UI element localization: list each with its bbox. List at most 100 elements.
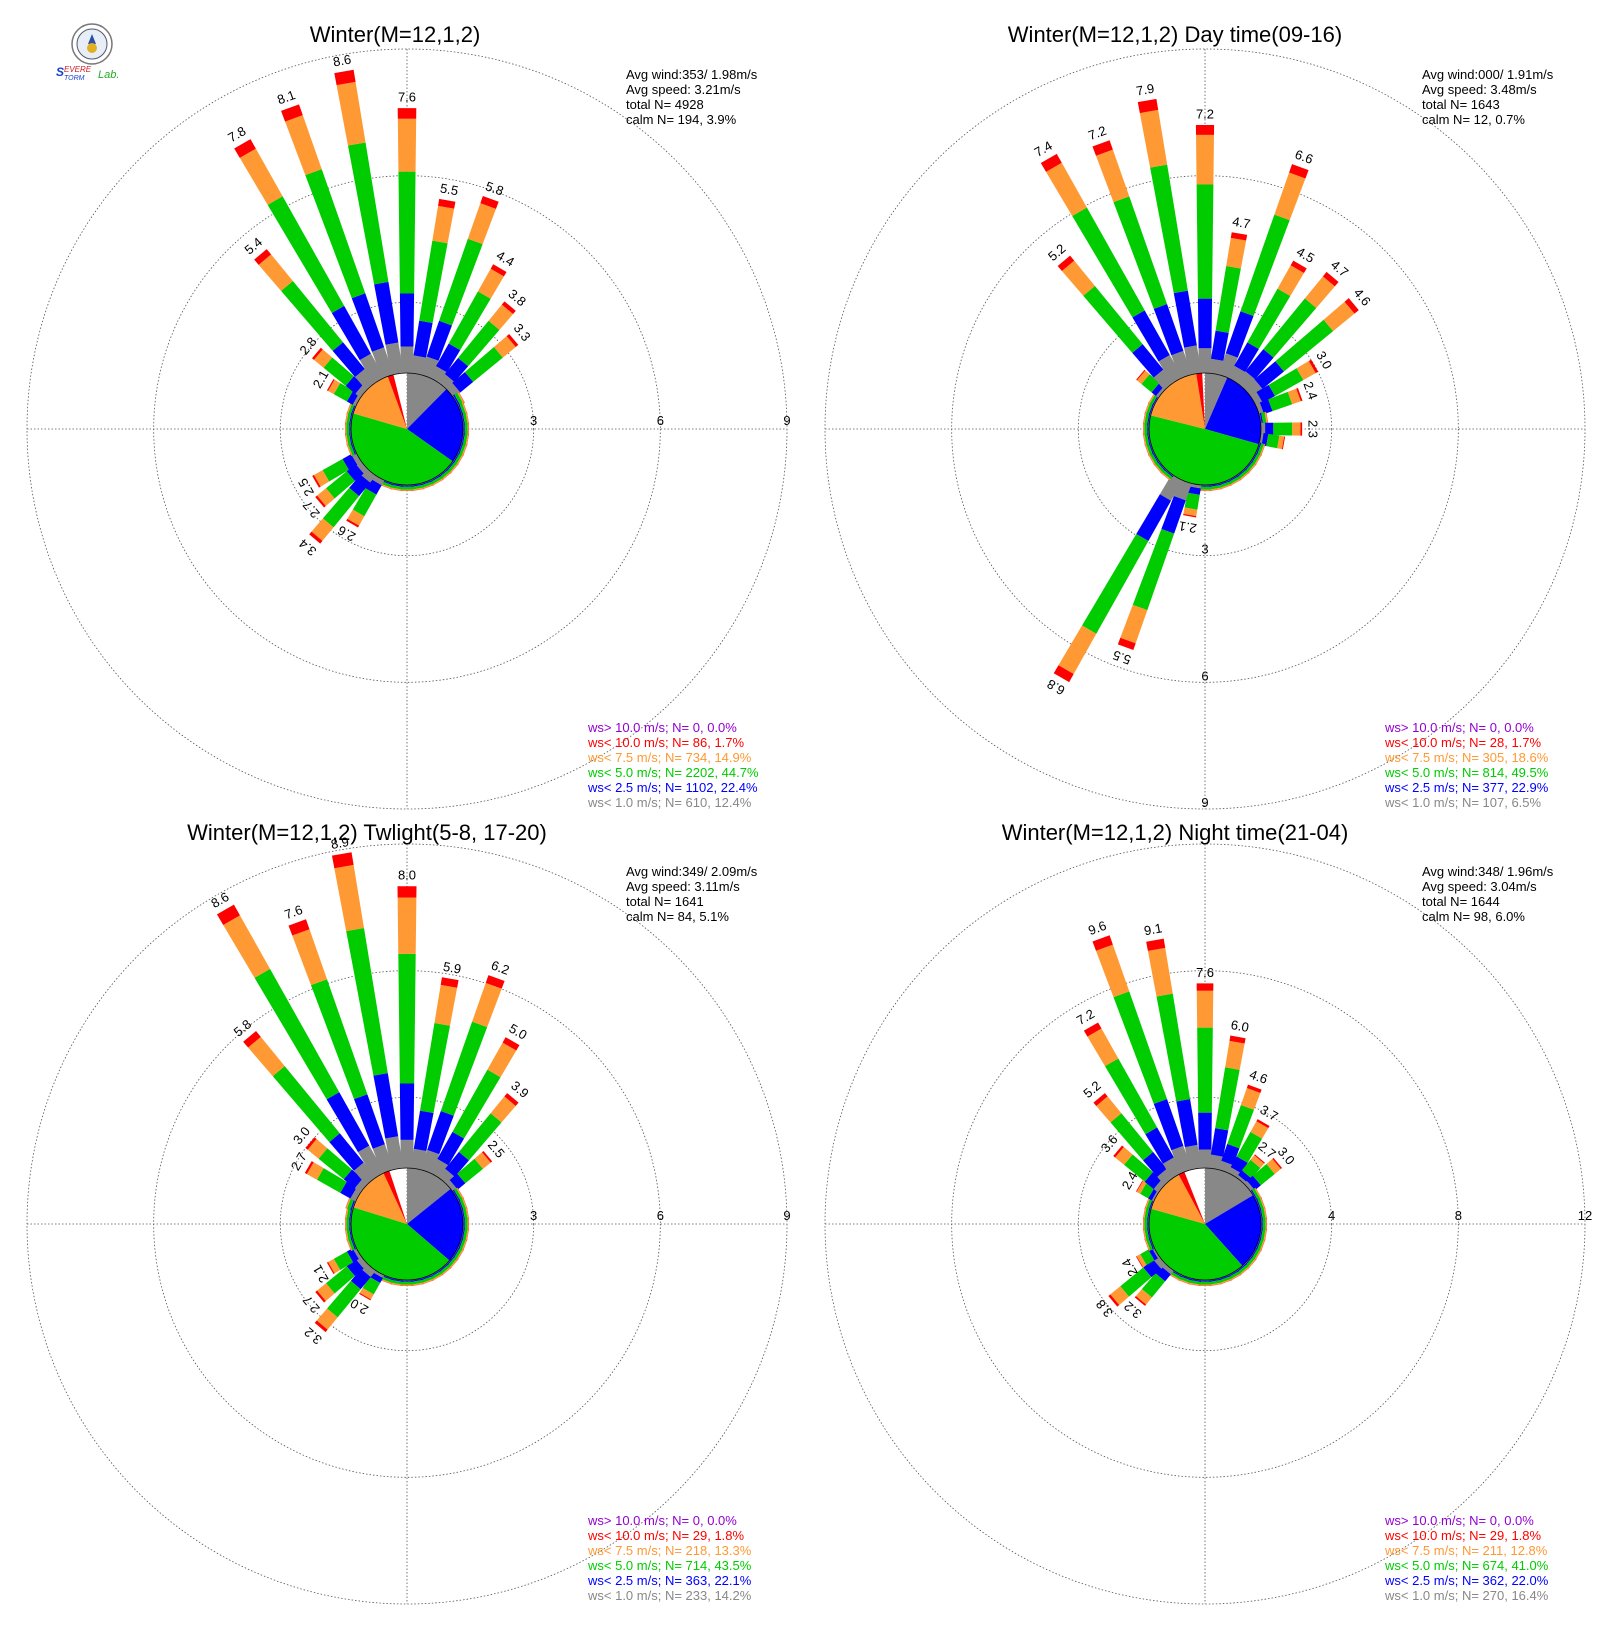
center-pie-outline <box>350 372 464 486</box>
bar-segment-ws-lt5 <box>1120 1267 1152 1297</box>
bar-segment-ws-lt1 <box>357 1145 385 1179</box>
bar-segment-ws-lt5 <box>458 1113 502 1161</box>
bar-segment-ws-lt10 <box>411 1283 424 1287</box>
bar-segment-ws-lt10 <box>1322 271 1339 287</box>
bar-segment-ws-lt1 <box>385 1136 404 1170</box>
bar-segment-ws-lt10 <box>1344 298 1359 314</box>
bar-segment-ws-lt5 <box>1263 298 1317 358</box>
bar-segment-ws-lt5 <box>400 1281 414 1285</box>
bar-segment-ws-lt5 <box>267 196 345 314</box>
bar-segment-ws-lt75 <box>431 478 444 486</box>
bar-segment-ws-lt10 <box>422 484 435 490</box>
bar-segment-ws-lt1 <box>1184 1144 1202 1170</box>
bar-segment-ws-lt10 <box>390 488 403 492</box>
bar-segment-ws-lt5 <box>1241 1159 1261 1179</box>
bar-segment-ws-lt75 <box>345 1207 349 1220</box>
stats-line: calm N= 12, 0.7% <box>1422 112 1525 127</box>
bar-segment-ws-lt10 <box>1265 411 1269 425</box>
bar-segment-ws-lt25 <box>1259 1207 1263 1221</box>
center-pie-outline <box>1148 1167 1262 1281</box>
bar-segment-ws-lt25 <box>1147 422 1149 436</box>
wind-sector-bar: 8.9 <box>330 834 404 1170</box>
bar-segment-ws-lt75 <box>493 336 516 358</box>
sector-value-label: 6.2 <box>489 957 511 977</box>
bar-segment-ws-lt10 <box>1092 935 1113 951</box>
bar-segment-ws-lt75 <box>1148 392 1156 405</box>
legend-entry: ws> 10.0 m/s; N= 0, 0.0% <box>1384 720 1534 735</box>
bar-segment-ws-lt5 <box>410 1279 424 1285</box>
bar-segment-ws-lt75 <box>1183 507 1198 517</box>
bar-segment-ws-lt10 <box>441 1267 452 1276</box>
sector-value-label: 7.6 <box>1196 965 1214 980</box>
bar-segment-ws-lt5 <box>459 402 467 416</box>
bar-segment-ws-lt10 <box>346 401 352 414</box>
bar-segment-ws-lt10 <box>1053 665 1074 683</box>
legend-entry: ws< 7.5 m/s; N= 218, 13.3% <box>587 1543 752 1558</box>
bar-segment-ws-lt25 <box>1227 474 1240 483</box>
bar-segment-ws-lt25 <box>452 371 474 393</box>
bar-segment-ws-lt5 <box>1257 1237 1265 1251</box>
bar-segment-ws-lt1 <box>1243 379 1263 398</box>
bar-segment-ws-lt75 <box>223 915 271 978</box>
bar-segment-ws-lt75 <box>359 1288 374 1300</box>
wind-sector-bar: 3.7 <box>1227 1102 1281 1179</box>
sector-value-label: 3.7 <box>1258 1102 1281 1124</box>
bar-segment-ws-lt10 <box>450 1258 459 1269</box>
bar-segment-ws-lt25 <box>453 394 461 406</box>
bar-segment-ws-lt75 <box>432 205 455 244</box>
bar-segment-ws-lt75 <box>461 1238 468 1251</box>
bar-segment-ws-lt25 <box>426 320 452 361</box>
bar-segment-ws-lt75 <box>1239 471 1250 481</box>
bar-segment-ws-lt75 <box>239 148 283 205</box>
bar-segment-ws-lt10 <box>309 531 323 544</box>
legend-entry: ws< 5.0 m/s; N= 814, 49.5% <box>1384 765 1549 780</box>
bar-segment-ws-lt5 <box>1268 391 1293 412</box>
wind-sector-bar <box>400 1280 414 1286</box>
bar-segment-ws-lt10 <box>450 463 459 474</box>
bar-segment-ws-lt25 <box>349 1227 353 1241</box>
bar-segment-ws-lt75 <box>1136 1254 1147 1268</box>
bar-segment-ws-lt75 <box>1058 625 1097 675</box>
bar-segment-ws-lt25 <box>374 281 399 345</box>
bar-segment-ws-lt75 <box>1110 1286 1129 1305</box>
bar-segment-ws-lt75 <box>316 1308 338 1330</box>
bar-segment-ws-lt5 <box>1140 1249 1155 1266</box>
wind-sector-bar: 7.8 <box>225 123 385 384</box>
bar-segment-ws-lt25 <box>461 1227 465 1241</box>
bar-segment-ws-lt75 <box>1137 370 1150 385</box>
bar-segment-ws-lt75 <box>1196 134 1214 185</box>
bar-segment-ws-lt5 <box>1197 1027 1213 1113</box>
bar-segment-ws-lt5 <box>333 382 354 402</box>
bar-segment-ws-lt10 <box>490 264 507 277</box>
stats-line: Avg wind:349/ 2.09m/s <box>626 864 758 879</box>
bar-segment-ws-lt5 <box>346 1227 352 1241</box>
bar-segment-ws-lt5 <box>1198 486 1212 490</box>
bar-segment-ws-lt75 <box>1219 1278 1232 1285</box>
bar-segment-ws-lt5 <box>464 422 468 436</box>
legend-entry: ws< 1.0 m/s; N= 233, 14.2% <box>587 1588 752 1603</box>
wind-sector-bar: 3.9 <box>438 1078 532 1186</box>
bar-segment-ws-lt75 <box>1219 483 1232 490</box>
bar-segment-ws-lt25 <box>350 442 356 455</box>
wind-sector-bar <box>1259 1207 1268 1221</box>
bar-segment-ws-lt25 <box>437 1131 465 1166</box>
bar-segment-ws-lt25 <box>1234 342 1259 373</box>
bar-segment-ws-lt25 <box>1227 1269 1240 1278</box>
bar-segment-ws-lt25 <box>1179 1275 1192 1281</box>
bar-segment-ws-lt10 <box>462 444 468 457</box>
bar-segment-ws-lt25 <box>452 451 461 464</box>
bar-segment-ws-lt5 <box>1141 1273 1166 1298</box>
bar-segment-ws-lt25 <box>461 412 465 426</box>
bar-segment-ws-lt5 <box>1156 993 1191 1102</box>
bar-segment-ws-lt10 <box>326 1262 335 1275</box>
bar-segment-ws-lt10 <box>411 488 424 492</box>
wind-sector-bar: 2.4 <box>1255 379 1321 416</box>
bar-segment-ws-lt75 <box>345 412 349 425</box>
bar-segment-ws-lt5 <box>380 481 394 489</box>
bar-segment-ws-lt1 <box>1153 369 1174 391</box>
panel-title: Winter(M=12,1,2) Night time(21-04) <box>1002 820 1349 845</box>
bar-segment-ws-lt5 <box>1261 412 1267 425</box>
stats-line: total N= 4928 <box>626 97 704 112</box>
bar-segment-ws-lt25 <box>1147 1217 1149 1231</box>
bar-segment-ws-lt75 <box>472 982 502 1028</box>
